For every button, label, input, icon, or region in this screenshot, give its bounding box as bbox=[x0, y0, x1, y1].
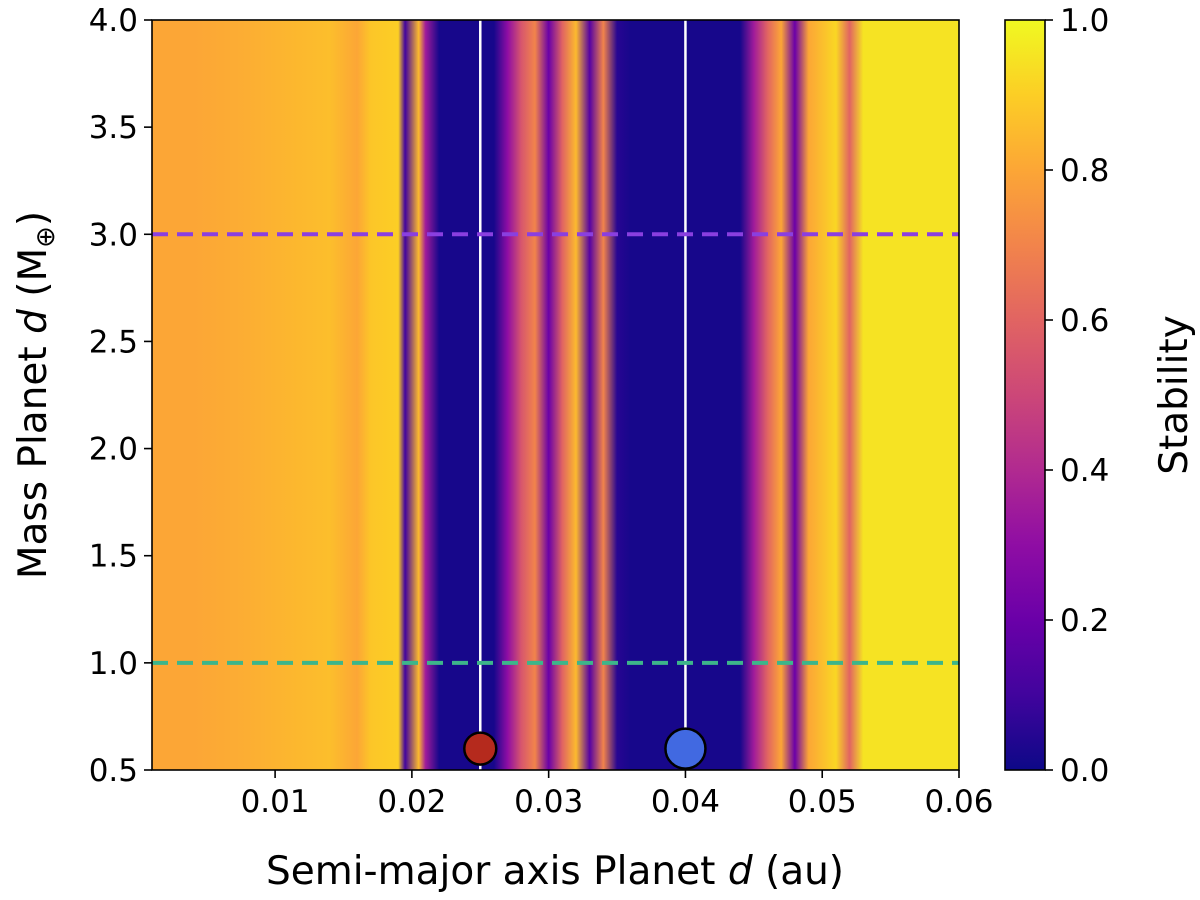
y-tick-label: 3.5 bbox=[89, 110, 138, 146]
x-tick-label: 0.05 bbox=[788, 784, 857, 820]
colorbar-tick-label: 0.8 bbox=[1060, 153, 1109, 189]
planet-markers bbox=[463, 727, 707, 770]
horizontal-reference-lines bbox=[152, 232, 959, 665]
y-tick-label: 3.0 bbox=[89, 217, 138, 253]
x-axis-ticks: 0.01 0.02 0.03 0.04 0.05 0.06 bbox=[241, 770, 994, 820]
heatmap-fill bbox=[152, 20, 959, 770]
heatmap-area bbox=[152, 20, 959, 770]
colorbar-label: Stability bbox=[1152, 315, 1197, 475]
y-tick-label: 2.5 bbox=[89, 324, 138, 360]
y-tick-label: 2.0 bbox=[89, 432, 138, 468]
y-tick-label: 1.5 bbox=[89, 539, 138, 575]
vertical-reference-lines bbox=[479, 20, 687, 770]
y-tick-label: 0.5 bbox=[89, 753, 138, 789]
y-axis-label: Mass Planet d (M⊕) bbox=[11, 211, 61, 579]
y-tick-label: 4.0 bbox=[89, 3, 138, 39]
x-tick-label: 0.01 bbox=[241, 784, 310, 820]
planet-marker-2 bbox=[664, 727, 707, 770]
x-tick-label: 0.06 bbox=[924, 784, 993, 820]
x-axis-label: Semi-major axis Planet d (au) bbox=[266, 849, 844, 894]
y-tick-label: 1.0 bbox=[89, 646, 138, 682]
plot-frame bbox=[151, 19, 960, 771]
x-tick-label: 0.02 bbox=[377, 784, 446, 820]
colorbar-tick-label: 0.0 bbox=[1060, 753, 1109, 789]
colorbar-tick-label: 1.0 bbox=[1060, 3, 1109, 39]
colorbar-tick-label: 0.2 bbox=[1060, 603, 1109, 639]
colorbar-ticks: 0.0 0.2 0.4 0.6 0.8 1.0 bbox=[1045, 3, 1109, 789]
y-axis-ticks: 0.5 1.0 1.5 2.0 2.5 3.0 3.5 4.0 bbox=[89, 3, 152, 789]
x-tick-label: 0.03 bbox=[514, 784, 583, 820]
colorbar-tick-label: 0.6 bbox=[1060, 303, 1109, 339]
x-tick-label: 0.04 bbox=[651, 784, 720, 820]
planet-marker-1 bbox=[463, 731, 498, 766]
colorbar-tick-label: 0.4 bbox=[1060, 453, 1109, 489]
colorbar bbox=[1004, 19, 1046, 771]
